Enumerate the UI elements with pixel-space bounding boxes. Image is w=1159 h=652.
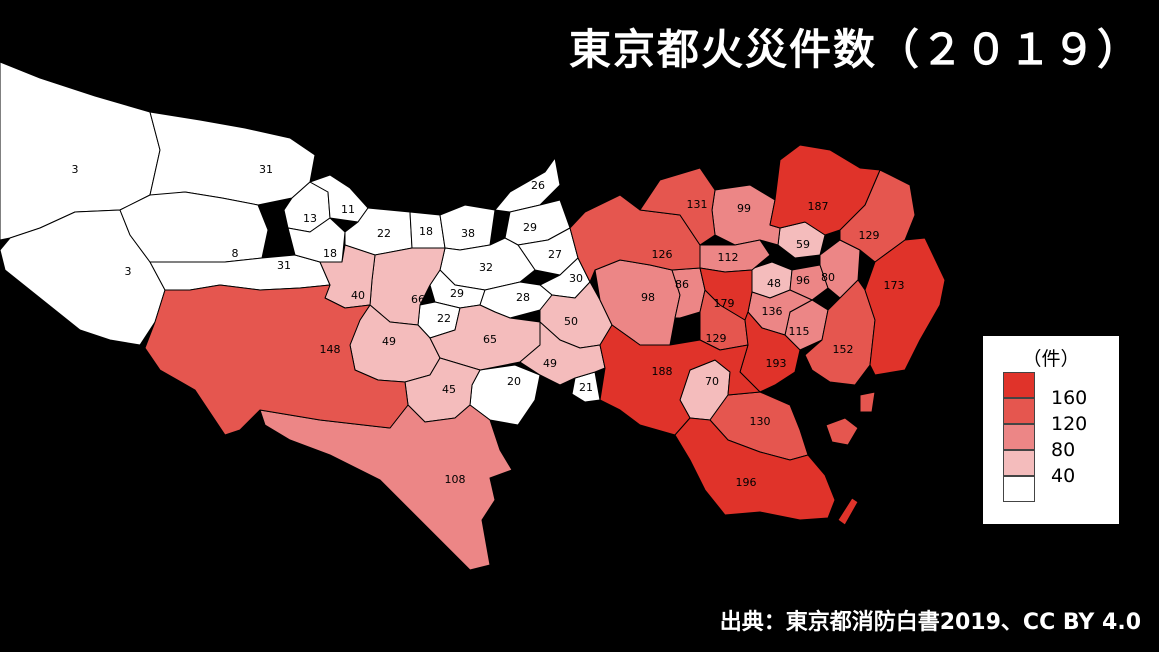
legend: （件） 160 120 80 40	[983, 336, 1119, 524]
region-hachioji	[144, 284, 409, 436]
region-value-ome: 31	[259, 163, 273, 176]
region-seaarea	[859, 391, 876, 413]
region-value-akishima: 40	[351, 289, 365, 302]
region-value-machida: 108	[445, 473, 466, 486]
region-value-musashino: 30	[569, 272, 583, 285]
region-hinohara	[0, 209, 166, 346]
region-value-hinode: 8	[232, 247, 239, 260]
region-value-edogawa: 173	[884, 279, 905, 292]
region-value-shinjuku: 179	[714, 297, 735, 310]
region-value-fussa: 18	[323, 247, 337, 260]
region-ome	[149, 111, 316, 206]
region-taito	[789, 264, 829, 301]
region-hinode	[119, 191, 269, 263]
legend-item	[1003, 476, 1035, 502]
legend-swatch	[1003, 424, 1035, 450]
region-value-kokubunji: 29	[450, 287, 464, 300]
region-value-katsushika: 129	[859, 229, 880, 242]
legend-label: 40	[1051, 465, 1076, 487]
legend-label: 120	[1051, 413, 1088, 435]
legend-swatch	[1003, 398, 1035, 424]
region-nerima	[569, 194, 701, 283]
region-setagaya	[599, 324, 761, 436]
region-value-komae: 21	[579, 381, 593, 394]
region-value-chuo: 115	[789, 325, 810, 338]
region-value-kunitachi: 22	[437, 312, 451, 325]
region-fussa	[287, 217, 346, 263]
region-odaiba	[825, 417, 859, 446]
region-value-meguro: 70	[705, 375, 719, 388]
region-value-arakawa: 59	[796, 238, 810, 251]
region-value-fuchu: 65	[483, 333, 497, 346]
region-value-itabashi: 131	[687, 198, 708, 211]
region-value-hino: 49	[382, 335, 396, 348]
region-kita	[711, 184, 781, 246]
region-value-setagaya: 188	[652, 365, 673, 378]
legend-unit: （件）	[1022, 348, 1080, 370]
region-value-minato: 193	[766, 357, 787, 370]
region-value-nishitokyo: 27	[548, 248, 562, 261]
region-value-kita: 99	[737, 202, 751, 215]
legend-item: 160	[1003, 372, 1099, 409]
region-edogawa	[864, 237, 946, 376]
region-haneda-strip	[837, 497, 859, 526]
region-value-hinohara: 3	[125, 265, 132, 278]
region-value-koganei: 28	[516, 291, 530, 304]
region-value-chiyoda: 136	[762, 305, 783, 318]
region-value-labels: 3 3 31 31 8 13 11 18 22 18 38 26 29 27 32 30 29 28 66 40 22 4…	[72, 163, 905, 489]
region-value-tachikawa: 66	[411, 293, 425, 306]
region-chofu	[519, 321, 606, 386]
region-machida	[259, 404, 513, 571]
region-value-ota: 196	[736, 476, 757, 489]
region-value-chofu: 49	[543, 357, 557, 370]
legend-swatch	[1003, 372, 1035, 398]
legend-item: 80	[1003, 424, 1099, 461]
region-value-suginami: 98	[641, 291, 655, 304]
region-value-okutama: 3	[72, 163, 79, 176]
region-value-musashimurayama: 22	[377, 227, 391, 240]
region-value-shibuya: 129	[706, 332, 727, 345]
region-value-koto: 152	[833, 343, 854, 356]
region-shinjuku	[699, 267, 753, 321]
region-value-nakano: 86	[675, 278, 689, 291]
map-title: 東京都火災件数（２０１９）	[568, 25, 1141, 74]
region-value-hachioji: 148	[320, 343, 341, 356]
region-value-bunkyo: 48	[767, 277, 781, 290]
region-value-taito: 96	[796, 274, 810, 287]
region-value-higashiyamato: 18	[419, 225, 433, 238]
region-value-tama: 45	[442, 383, 456, 396]
region-value-mizuho: 11	[341, 203, 355, 216]
source-credit: 出典：東京都消防白書2019、CC BY 4.0	[719, 610, 1141, 635]
region-value-hamura: 13	[303, 212, 317, 225]
region-value-akiruno: 31	[277, 259, 291, 272]
region-value-toshima: 112	[718, 251, 739, 264]
region-value-kodaira: 32	[479, 261, 493, 274]
region-value-sumida: 80	[821, 271, 835, 284]
region-value-mitaka: 50	[564, 315, 578, 328]
region-value-higashikurume: 29	[523, 221, 537, 234]
region-value-higashimurayama: 38	[461, 227, 475, 240]
region-value-kiyose: 26	[531, 179, 545, 192]
legend-label: 160	[1051, 387, 1088, 409]
legend-item: 40	[1003, 450, 1099, 487]
region-value-nerima: 126	[652, 248, 673, 261]
region-ota	[674, 417, 836, 521]
legend-item: 120	[1003, 398, 1099, 435]
region-value-inagi: 20	[507, 375, 521, 388]
legend-swatch	[1003, 450, 1035, 476]
legend-label: 80	[1051, 439, 1076, 461]
region-value-shinagawa: 130	[750, 415, 771, 428]
region-value-adachi: 187	[808, 200, 829, 213]
legend-swatch	[1003, 476, 1035, 502]
region-itabashi	[639, 167, 716, 246]
region-adachi	[769, 144, 881, 236]
